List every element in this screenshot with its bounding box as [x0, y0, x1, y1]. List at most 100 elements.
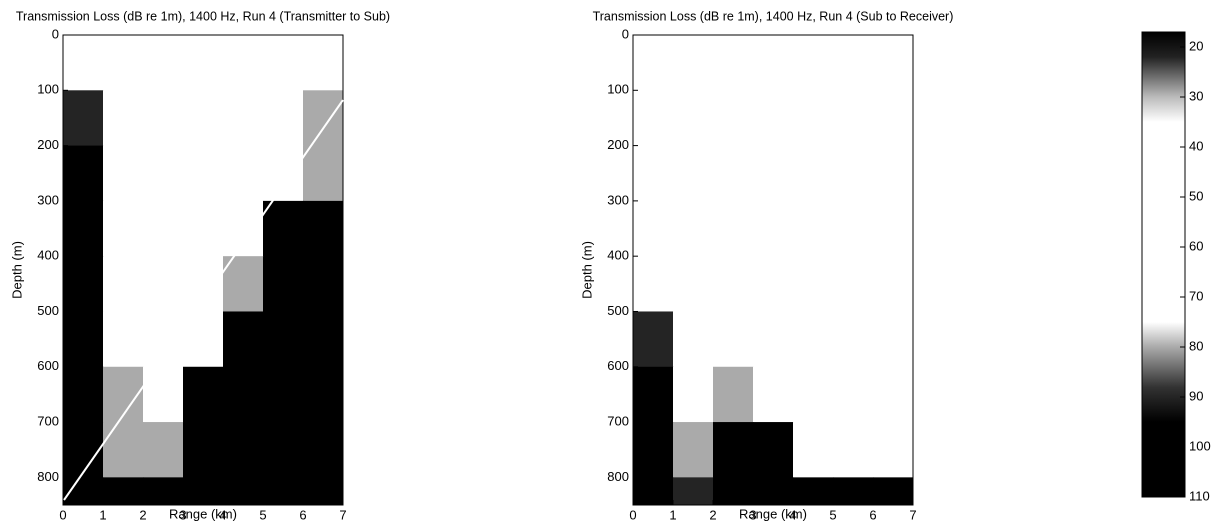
heat-cell: [873, 145, 914, 202]
heat-cell: [673, 311, 714, 368]
x-tick-label: 1: [669, 507, 676, 522]
heat-cell: [143, 145, 184, 202]
y-tick-label: 400: [37, 248, 59, 263]
heat-cell: [633, 477, 674, 506]
colorbar-tick-label: 70: [1189, 288, 1203, 303]
heat-cell: [263, 200, 304, 257]
heat-cell: [303, 477, 344, 506]
heatmap-panel: 0 1 2 3 4 5 6 7 0 100 200 300 400 500 600 700 800 Transmi…: [579, 9, 953, 522]
heat-cell: [673, 366, 714, 423]
y-tick-label: 100: [37, 82, 59, 97]
y-tick-label: 800: [37, 469, 59, 484]
heat-cell: [263, 145, 304, 202]
heat-cell: [263, 256, 304, 312]
heat-cell: [793, 200, 834, 257]
heat-cell: [183, 90, 224, 147]
heat-cell: [303, 311, 344, 368]
heat-cell: [873, 200, 914, 257]
heat-cell: [633, 200, 674, 257]
heat-cell: [793, 35, 834, 91]
heat-cell: [713, 422, 754, 478]
y-tick-label: 200: [607, 137, 629, 152]
heat-cell: [713, 35, 754, 91]
colorbar-tick-label: 20: [1189, 38, 1203, 53]
x-tick-label: 5: [829, 507, 836, 522]
heat-cell: [793, 90, 834, 147]
x-tick-label: 3: [749, 507, 756, 522]
heat-cell: [263, 366, 304, 423]
heat-cell: [263, 35, 304, 91]
heat-cell: [303, 200, 344, 257]
heat-cell: [833, 256, 874, 312]
heat-cell: [833, 366, 874, 423]
x-axis-label: Range (km): [169, 506, 237, 521]
y-tick-label: 500: [37, 303, 59, 318]
x-tick-label: 5: [259, 507, 266, 522]
heat-cell: [673, 477, 714, 506]
heat-cell: [753, 422, 794, 478]
y-axis-label: Depth (m): [9, 241, 24, 299]
heat-cell: [633, 145, 674, 202]
heat-cell: [263, 90, 304, 147]
heat-cell: [303, 90, 344, 147]
heat-cell: [103, 90, 144, 147]
colorbar-tick-label: 110: [1189, 488, 1210, 503]
heat-cell: [303, 366, 344, 423]
heat-cell: [833, 477, 874, 506]
x-tick-label: 7: [339, 507, 346, 522]
x-tick-label: 6: [869, 507, 876, 522]
heat-cell: [263, 477, 304, 506]
x-tick-label: 1: [99, 507, 106, 522]
colorbar-tick-label: 60: [1189, 238, 1203, 253]
y-tick-label: 700: [37, 413, 59, 428]
heat-cell: [303, 422, 344, 478]
heat-cell: [63, 311, 104, 368]
heat-cell: [103, 477, 144, 506]
y-tick-label: 300: [607, 192, 629, 207]
y-tick-label: 300: [37, 192, 59, 207]
heat-cell: [223, 90, 264, 147]
heat-cell: [223, 477, 264, 506]
heat-cell: [833, 200, 874, 257]
heat-cell: [753, 35, 794, 91]
heat-cell: [713, 311, 754, 368]
heat-cell: [713, 256, 754, 312]
heat-cell: [103, 422, 144, 478]
heat-cell: [223, 366, 264, 423]
heat-cell: [713, 90, 754, 147]
heat-cell: [873, 311, 914, 368]
heat-cell: [143, 366, 184, 423]
heat-cell: [103, 200, 144, 257]
heat-cell: [63, 145, 104, 202]
heat-cell: [873, 477, 914, 506]
heat-cell: [143, 200, 184, 257]
heat-cell: [753, 90, 794, 147]
heat-cell: [183, 422, 224, 478]
y-tick-label: 700: [607, 413, 629, 428]
heat-cell: [753, 256, 794, 312]
heat-cell: [873, 256, 914, 312]
heat-cell: [873, 90, 914, 147]
heat-cell: [753, 311, 794, 368]
heat-cell: [143, 35, 184, 91]
y-tick-label: 500: [607, 303, 629, 318]
heat-cell: [713, 366, 754, 423]
y-tick-label: 0: [52, 26, 59, 41]
heat-cell: [143, 256, 184, 312]
heat-cell: [63, 422, 104, 478]
chart-title: Transmission Loss (dB re 1m), 1400 Hz, R…: [16, 9, 390, 23]
heat-cell: [143, 422, 184, 478]
heat-cell: [143, 477, 184, 506]
y-tick-label: 100: [607, 82, 629, 97]
heat-cell: [753, 366, 794, 423]
heat-cell: [673, 90, 714, 147]
heat-cell: [303, 256, 344, 312]
heatmap-panel: 0 1 2 3 4 5 6 7 0 100 200 300 400 500 600 700 800 Transmi…: [9, 9, 390, 522]
axes-frame: [62, 34, 344, 506]
colorbar-tick-label: 90: [1189, 388, 1203, 403]
heat-cell: [753, 145, 794, 202]
heat-cell: [143, 90, 184, 147]
x-tick-label: 2: [709, 507, 716, 522]
heat-cell: [223, 35, 264, 91]
